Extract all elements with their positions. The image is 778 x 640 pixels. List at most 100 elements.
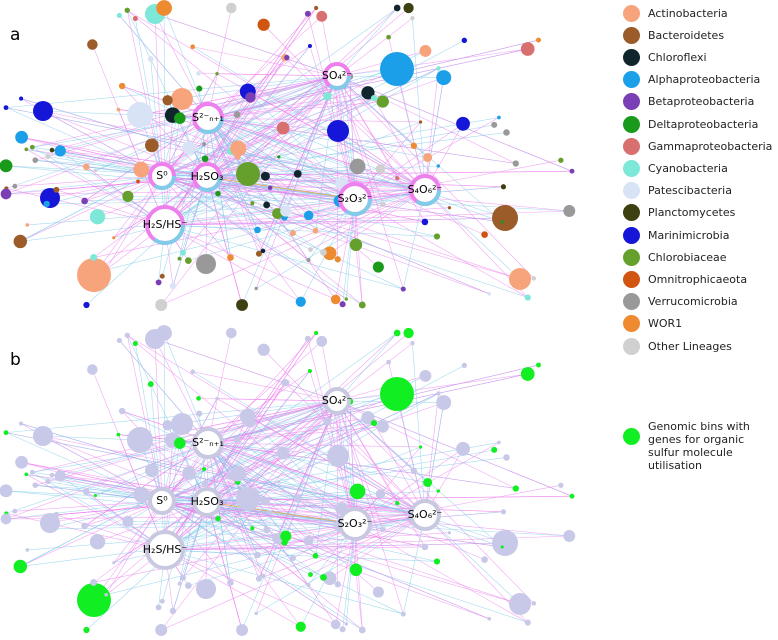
bin-node (3, 430, 9, 436)
edge (161, 398, 218, 502)
bin-node (118, 407, 126, 415)
legend-swatch (623, 159, 640, 177)
edge (206, 176, 363, 306)
bin-node (419, 370, 432, 382)
bin-node (132, 16, 138, 22)
edge (164, 121, 421, 226)
edge (164, 338, 309, 551)
legend-entry: Omnitrophicaeota (623, 270, 747, 288)
edge (161, 500, 340, 527)
bin-node (349, 158, 366, 175)
legend-swatch (623, 293, 640, 311)
bin-node (393, 4, 401, 12)
hub-label: S⁰ (156, 169, 168, 182)
edge (188, 514, 426, 586)
bin-node (436, 391, 441, 396)
bin-node (133, 161, 150, 178)
bin-node (361, 86, 375, 100)
bin-node (512, 485, 519, 492)
bin-node (289, 230, 296, 237)
bin-node (230, 465, 247, 482)
bin-node (83, 163, 90, 171)
legend-entry: Chlorobiaceae (623, 248, 727, 266)
legend-swatch (623, 93, 640, 111)
bin-node (372, 261, 384, 273)
network-figure: a S²⁻ₙ₊₁ S⁰ H₂SO₃ H₂S/HS⁻ SO₄²⁻ S₂O₃²⁻ S₄O₆²⁻ b S… (0, 0, 576, 637)
bin-node (15, 455, 28, 469)
bin-node (461, 37, 468, 44)
bin-node (260, 496, 270, 506)
bin-node (32, 482, 39, 488)
bin-node (410, 341, 415, 346)
hub-node (192, 427, 224, 459)
legend-swatch (623, 315, 640, 333)
edge (5, 500, 163, 520)
edge (329, 189, 426, 254)
edge (164, 45, 311, 226)
bin-node (403, 327, 414, 339)
bin-node (284, 54, 290, 61)
edge (258, 514, 426, 579)
edge (164, 446, 421, 551)
bin-node (122, 515, 134, 527)
legend-swatch (623, 337, 640, 355)
bin-node (174, 112, 186, 124)
bin-node (53, 511, 60, 518)
bin-node (400, 286, 406, 292)
bin-node (322, 571, 337, 586)
edge (336, 75, 398, 179)
bin-node (487, 291, 492, 296)
edge (424, 77, 444, 191)
edge (307, 13, 356, 200)
edge (127, 335, 356, 525)
edge (206, 176, 490, 295)
edge (161, 175, 404, 290)
bin-node (202, 142, 207, 147)
edge (6, 75, 338, 189)
bin-node (83, 488, 90, 496)
bin-node (260, 171, 270, 181)
bin-node (257, 343, 270, 356)
bin-node (159, 598, 165, 604)
legend-entry: WOR1 (623, 315, 682, 333)
bin-node (419, 45, 432, 57)
edge (161, 175, 363, 306)
edge (14, 175, 163, 187)
bin-node (481, 556, 488, 563)
bin-node (201, 480, 209, 488)
bin-node (349, 563, 363, 577)
edge (206, 176, 356, 200)
bin-node (43, 525, 50, 533)
hub-ring (148, 162, 176, 190)
edge (135, 343, 163, 502)
bin-node (520, 42, 535, 56)
legend-label: Patescibacteria (648, 184, 732, 198)
bin-node (112, 236, 116, 240)
hub-label: SO₄²⁻ (322, 69, 352, 82)
legend-label: Gammaproteobacteria (648, 139, 773, 153)
edge (256, 514, 426, 614)
hub-label: S²⁻ₙ₊₁ (192, 111, 224, 124)
panel-label: a (10, 25, 20, 45)
bin-node (320, 574, 327, 581)
bin-node (497, 440, 501, 445)
edge (336, 332, 398, 402)
bin-node (177, 581, 182, 586)
bin-node (436, 70, 452, 86)
edge (137, 181, 356, 200)
bin-node (196, 395, 201, 401)
bin-node (81, 522, 88, 530)
bin-node (33, 426, 53, 446)
edge (241, 75, 338, 306)
bin-node (90, 578, 98, 586)
edge (335, 198, 356, 300)
bin-node (461, 362, 468, 369)
bin-node (492, 205, 518, 231)
edge (336, 75, 534, 279)
edge (236, 114, 356, 200)
legend-label: WOR1 (648, 317, 683, 331)
bin-node (289, 555, 296, 562)
legend-entry: Marinimicrobia (623, 226, 729, 244)
edge (263, 24, 426, 191)
edge (164, 7, 317, 226)
